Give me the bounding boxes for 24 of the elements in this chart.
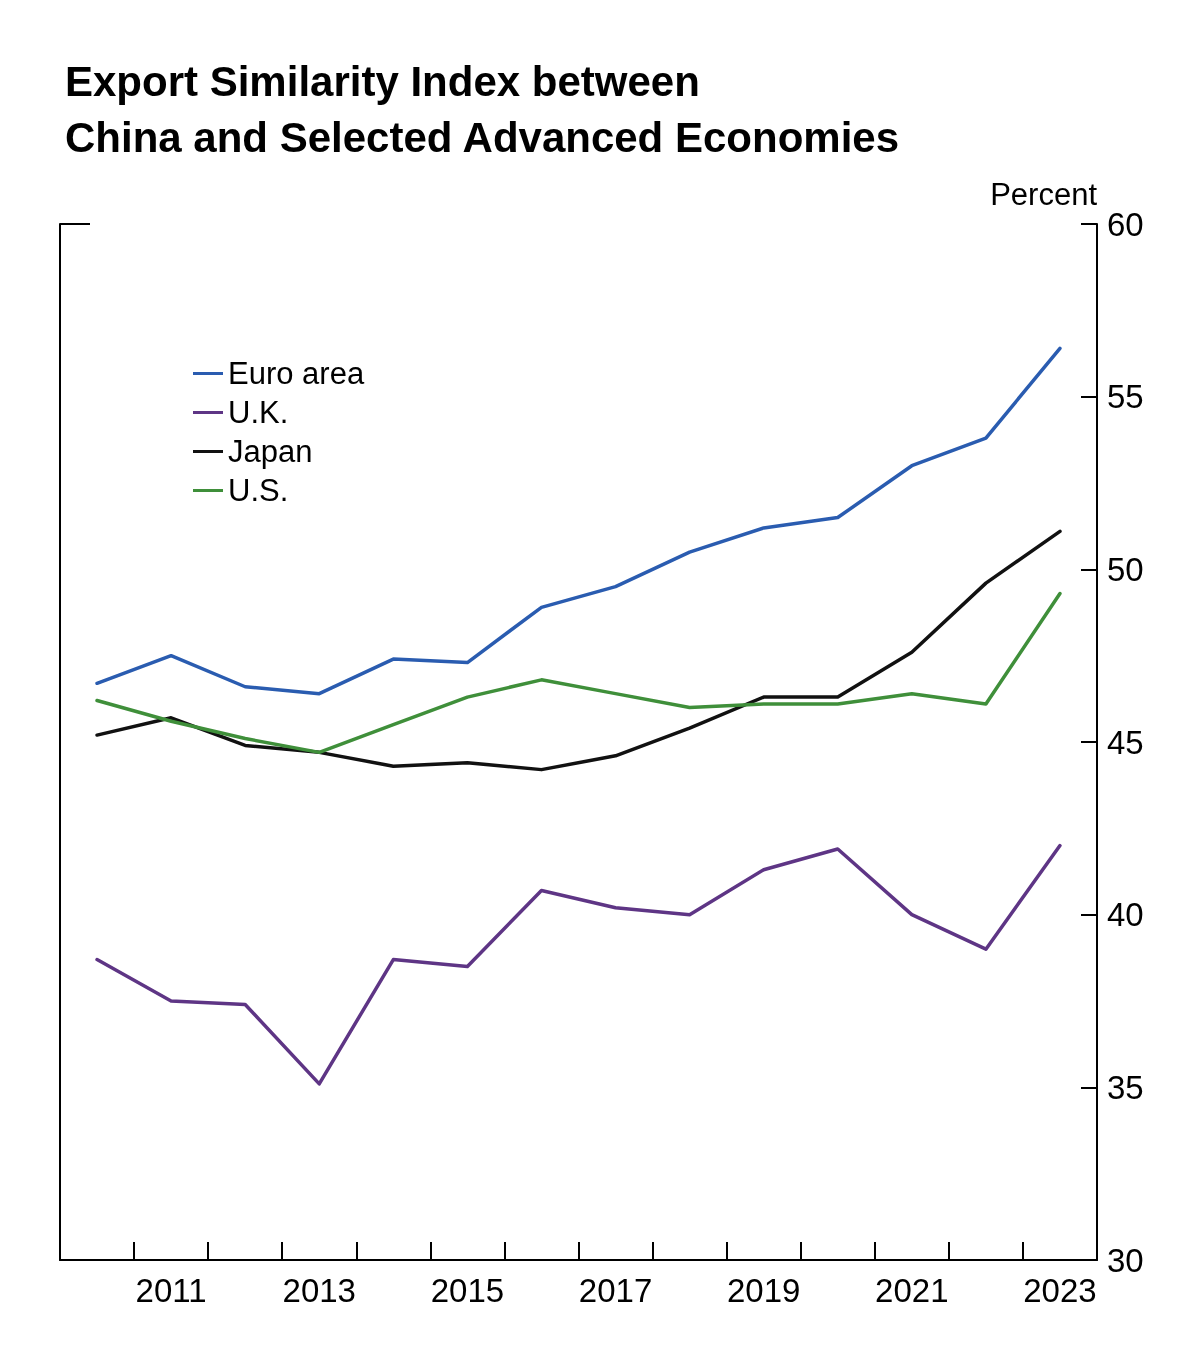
- line-series: [95, 346, 1062, 696]
- y-tick-label: 30: [1107, 1241, 1144, 1279]
- x-tick-label: 2023: [1023, 1272, 1097, 1309]
- line-series: [95, 529, 1062, 772]
- legend-label: Euro area: [228, 356, 365, 391]
- y-tick-label: 45: [1107, 723, 1144, 761]
- y-tick-label: 60: [1107, 205, 1144, 243]
- y-axis-title: Percent: [990, 177, 1098, 212]
- y-tick-label: 50: [1107, 550, 1144, 588]
- y-tick-label: 55: [1107, 378, 1144, 416]
- x-tick-label: 2021: [875, 1272, 949, 1309]
- x-tick-label: 2013: [282, 1272, 356, 1309]
- x-tick-label: 2015: [430, 1272, 505, 1309]
- x-tick-label: 2011: [135, 1272, 207, 1309]
- legend-label: Japan: [228, 434, 313, 469]
- legend-label: U.K.: [228, 395, 289, 430]
- x-tick-label: 2019: [726, 1272, 801, 1309]
- line-series: [95, 843, 1062, 1086]
- y-tick-label: 40: [1107, 896, 1144, 934]
- chart-title: Export Similarity Index between China and Selected Advanced Economies: [65, 57, 900, 161]
- legend-label: U.S.: [228, 473, 289, 508]
- x-tick-label: 2017: [578, 1272, 653, 1309]
- y-tick-label: 35: [1107, 1068, 1144, 1106]
- line-series: [95, 591, 1062, 755]
